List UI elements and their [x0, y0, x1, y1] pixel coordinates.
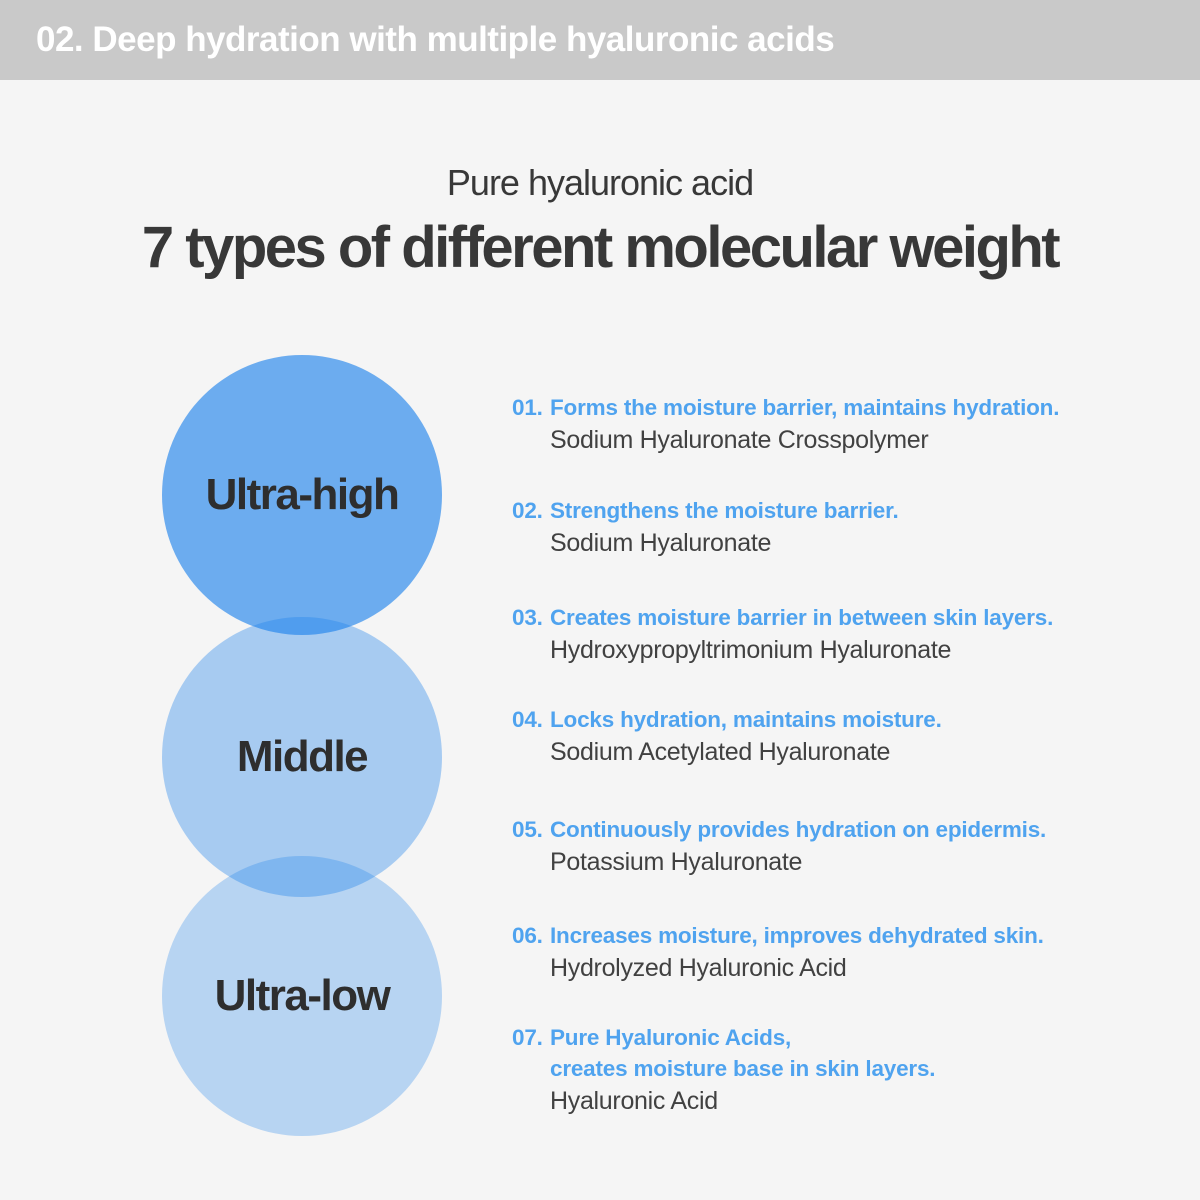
item-title: 03. Creates moisture barrier in between s…: [512, 602, 1053, 633]
item-title-text: Increases moisture, improves dehydrated …: [550, 923, 1044, 948]
item-title: 07. Pure Hyaluronic Acids,: [512, 1022, 935, 1053]
item-title-text: Pure Hyaluronic Acids,: [550, 1025, 792, 1050]
item-number: 05.: [512, 817, 543, 842]
item-ingredient: Hydroxypropyltrimonium Hyaluronate: [550, 636, 952, 664]
item-number: 06.: [512, 923, 543, 948]
circle-label-ultra-low: Ultra-low: [214, 971, 391, 1020]
item-ingredient: Hyaluronic Acid: [550, 1087, 718, 1115]
list-item: 05. Continuously provides hydration on ep…: [512, 814, 1046, 879]
item-title-text: Continuously provides hydration on epide…: [550, 817, 1047, 842]
circle-ultra-low: [162, 856, 442, 1136]
item-title-text: Creates moisture barrier in between skin…: [550, 605, 1054, 630]
list-item: 01. Forms the moisture barrier, maintains…: [512, 392, 1059, 457]
list-item: 03. Creates moisture barrier in between s…: [512, 602, 1053, 667]
item-number: 01.: [512, 395, 543, 420]
list-item: 04. Locks hydration, maintains moisture. …: [512, 704, 942, 769]
section-header-bar: 02. Deep hydration with multiple hyaluro…: [0, 0, 1200, 80]
page-title: 7 types of different molecular weight: [141, 215, 1061, 280]
item-title-text: Locks hydration, maintains moisture.: [550, 707, 942, 732]
item-title: 02. Strengthens the moisture barrier.: [512, 495, 899, 526]
item-number: 02.: [512, 498, 543, 523]
item-title: 05. Continuously provides hydration on ep…: [512, 814, 1046, 845]
item-number: 03.: [512, 605, 543, 630]
list-item: 07. Pure Hyaluronic Acids, creates moistu…: [512, 1022, 936, 1118]
item-number: 07.: [512, 1025, 543, 1050]
item-number: 04.: [512, 707, 543, 732]
circle-middle: [162, 617, 442, 897]
item-title-text: Forms the moisture barrier, maintains hy…: [550, 395, 1060, 420]
item-ingredient: Sodium Hyaluronate Crosspolymer: [550, 426, 929, 454]
circle-label-ultra-high: Ultra-high: [205, 470, 400, 519]
item-ingredient: Hydrolyzed Hyaluronic Acid: [550, 954, 847, 982]
list-item: 06. Increases moisture, improves dehydrat…: [512, 920, 1044, 985]
item-ingredient: Sodium Hyaluronate: [550, 529, 772, 557]
item-title: 01. Forms the moisture barrier, maintains…: [512, 392, 1059, 423]
item-title: 06. Increases moisture, improves dehydrat…: [512, 920, 1044, 951]
circle-ultra-high: [162, 355, 442, 635]
list-item: 02. Strengthens the moisture barrier. Sod…: [512, 495, 899, 560]
item-title: 04. Locks hydration, maintains moisture.: [512, 704, 942, 735]
item-ingredient: Potassium Hyaluronate: [550, 848, 803, 876]
item-title-line2: creates moisture base in skin layers.: [550, 1056, 936, 1081]
section-header-title: 02. Deep hydration with multiple hyaluro…: [36, 20, 835, 59]
item-title-text: Strengthens the moisture barrier.: [550, 498, 899, 523]
circle-label-middle: Middle: [236, 732, 369, 781]
item-ingredient: Sodium Acetylated Hyaluronate: [550, 738, 891, 766]
subtitle: Pure hyaluronic acid: [446, 162, 754, 203]
